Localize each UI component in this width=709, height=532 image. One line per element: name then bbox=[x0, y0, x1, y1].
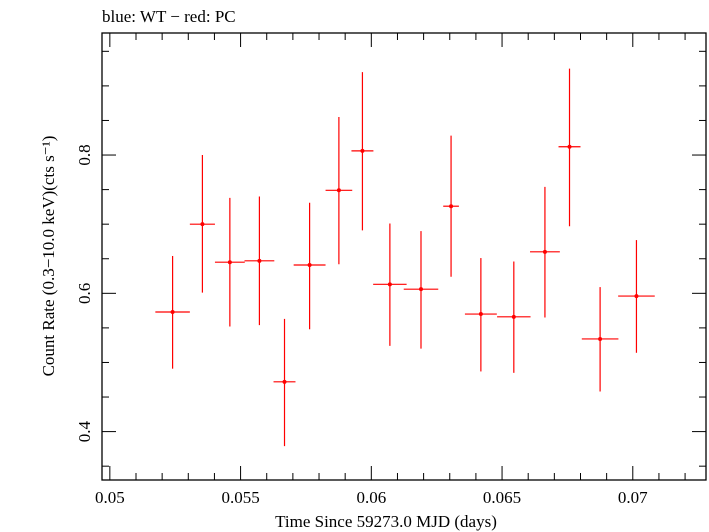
data-marker bbox=[634, 294, 639, 299]
data-point bbox=[214, 197, 245, 327]
data-point bbox=[273, 318, 296, 447]
y-tick-label: 0.6 bbox=[75, 283, 94, 304]
x-axis-ticks: 0.05 0.055 0.06 0.065 0.07 bbox=[95, 33, 686, 507]
data-point bbox=[325, 117, 353, 265]
data-marker bbox=[418, 287, 423, 292]
data-point bbox=[581, 287, 619, 392]
data-marker bbox=[598, 336, 603, 341]
data-marker bbox=[567, 144, 572, 149]
x-tick-label: 0.05 bbox=[95, 488, 125, 507]
y-axis-ticks: 0.4 0.6 0.8 bbox=[75, 50, 706, 467]
data-marker bbox=[478, 312, 483, 317]
data-point bbox=[244, 196, 275, 326]
data-marker bbox=[307, 262, 312, 267]
data-marker bbox=[511, 314, 516, 319]
data-point bbox=[403, 231, 439, 349]
data-marker bbox=[257, 258, 262, 263]
chart-title: blue: WT − red: PC bbox=[102, 7, 236, 26]
data-point bbox=[464, 258, 497, 372]
data-point bbox=[351, 72, 374, 231]
data-point bbox=[443, 135, 459, 277]
data-point bbox=[530, 186, 560, 318]
data-point bbox=[189, 155, 215, 293]
x-tick-label: 0.055 bbox=[221, 488, 259, 507]
data-marker bbox=[387, 282, 392, 287]
data-marker bbox=[200, 222, 205, 227]
data-marker bbox=[282, 379, 287, 384]
plot-frame bbox=[101, 32, 707, 481]
y-axis-title: Count Rate (0.3−10.0 keV)(cts s⁻¹) bbox=[39, 136, 58, 377]
data-point bbox=[373, 223, 407, 346]
data-point bbox=[497, 261, 531, 373]
data-marker bbox=[336, 188, 341, 193]
data-point bbox=[155, 255, 190, 369]
data-marker bbox=[542, 249, 547, 254]
data-point bbox=[558, 68, 581, 227]
x-axis-title: Time Since 59273.0 MJD (days) bbox=[275, 512, 497, 531]
data-marker bbox=[360, 148, 365, 153]
x-tick-label: 0.06 bbox=[356, 488, 386, 507]
x-tick-label: 0.07 bbox=[618, 488, 648, 507]
x-tick-label: 0.065 bbox=[483, 488, 521, 507]
data-point bbox=[618, 240, 655, 353]
y-tick-label: 0.4 bbox=[75, 420, 94, 442]
data-point bbox=[293, 202, 326, 330]
data-marker bbox=[449, 204, 454, 209]
y-tick-label: 0.8 bbox=[75, 144, 94, 165]
data-marker bbox=[170, 309, 175, 314]
data-marker bbox=[227, 260, 232, 265]
data-series bbox=[155, 68, 655, 447]
